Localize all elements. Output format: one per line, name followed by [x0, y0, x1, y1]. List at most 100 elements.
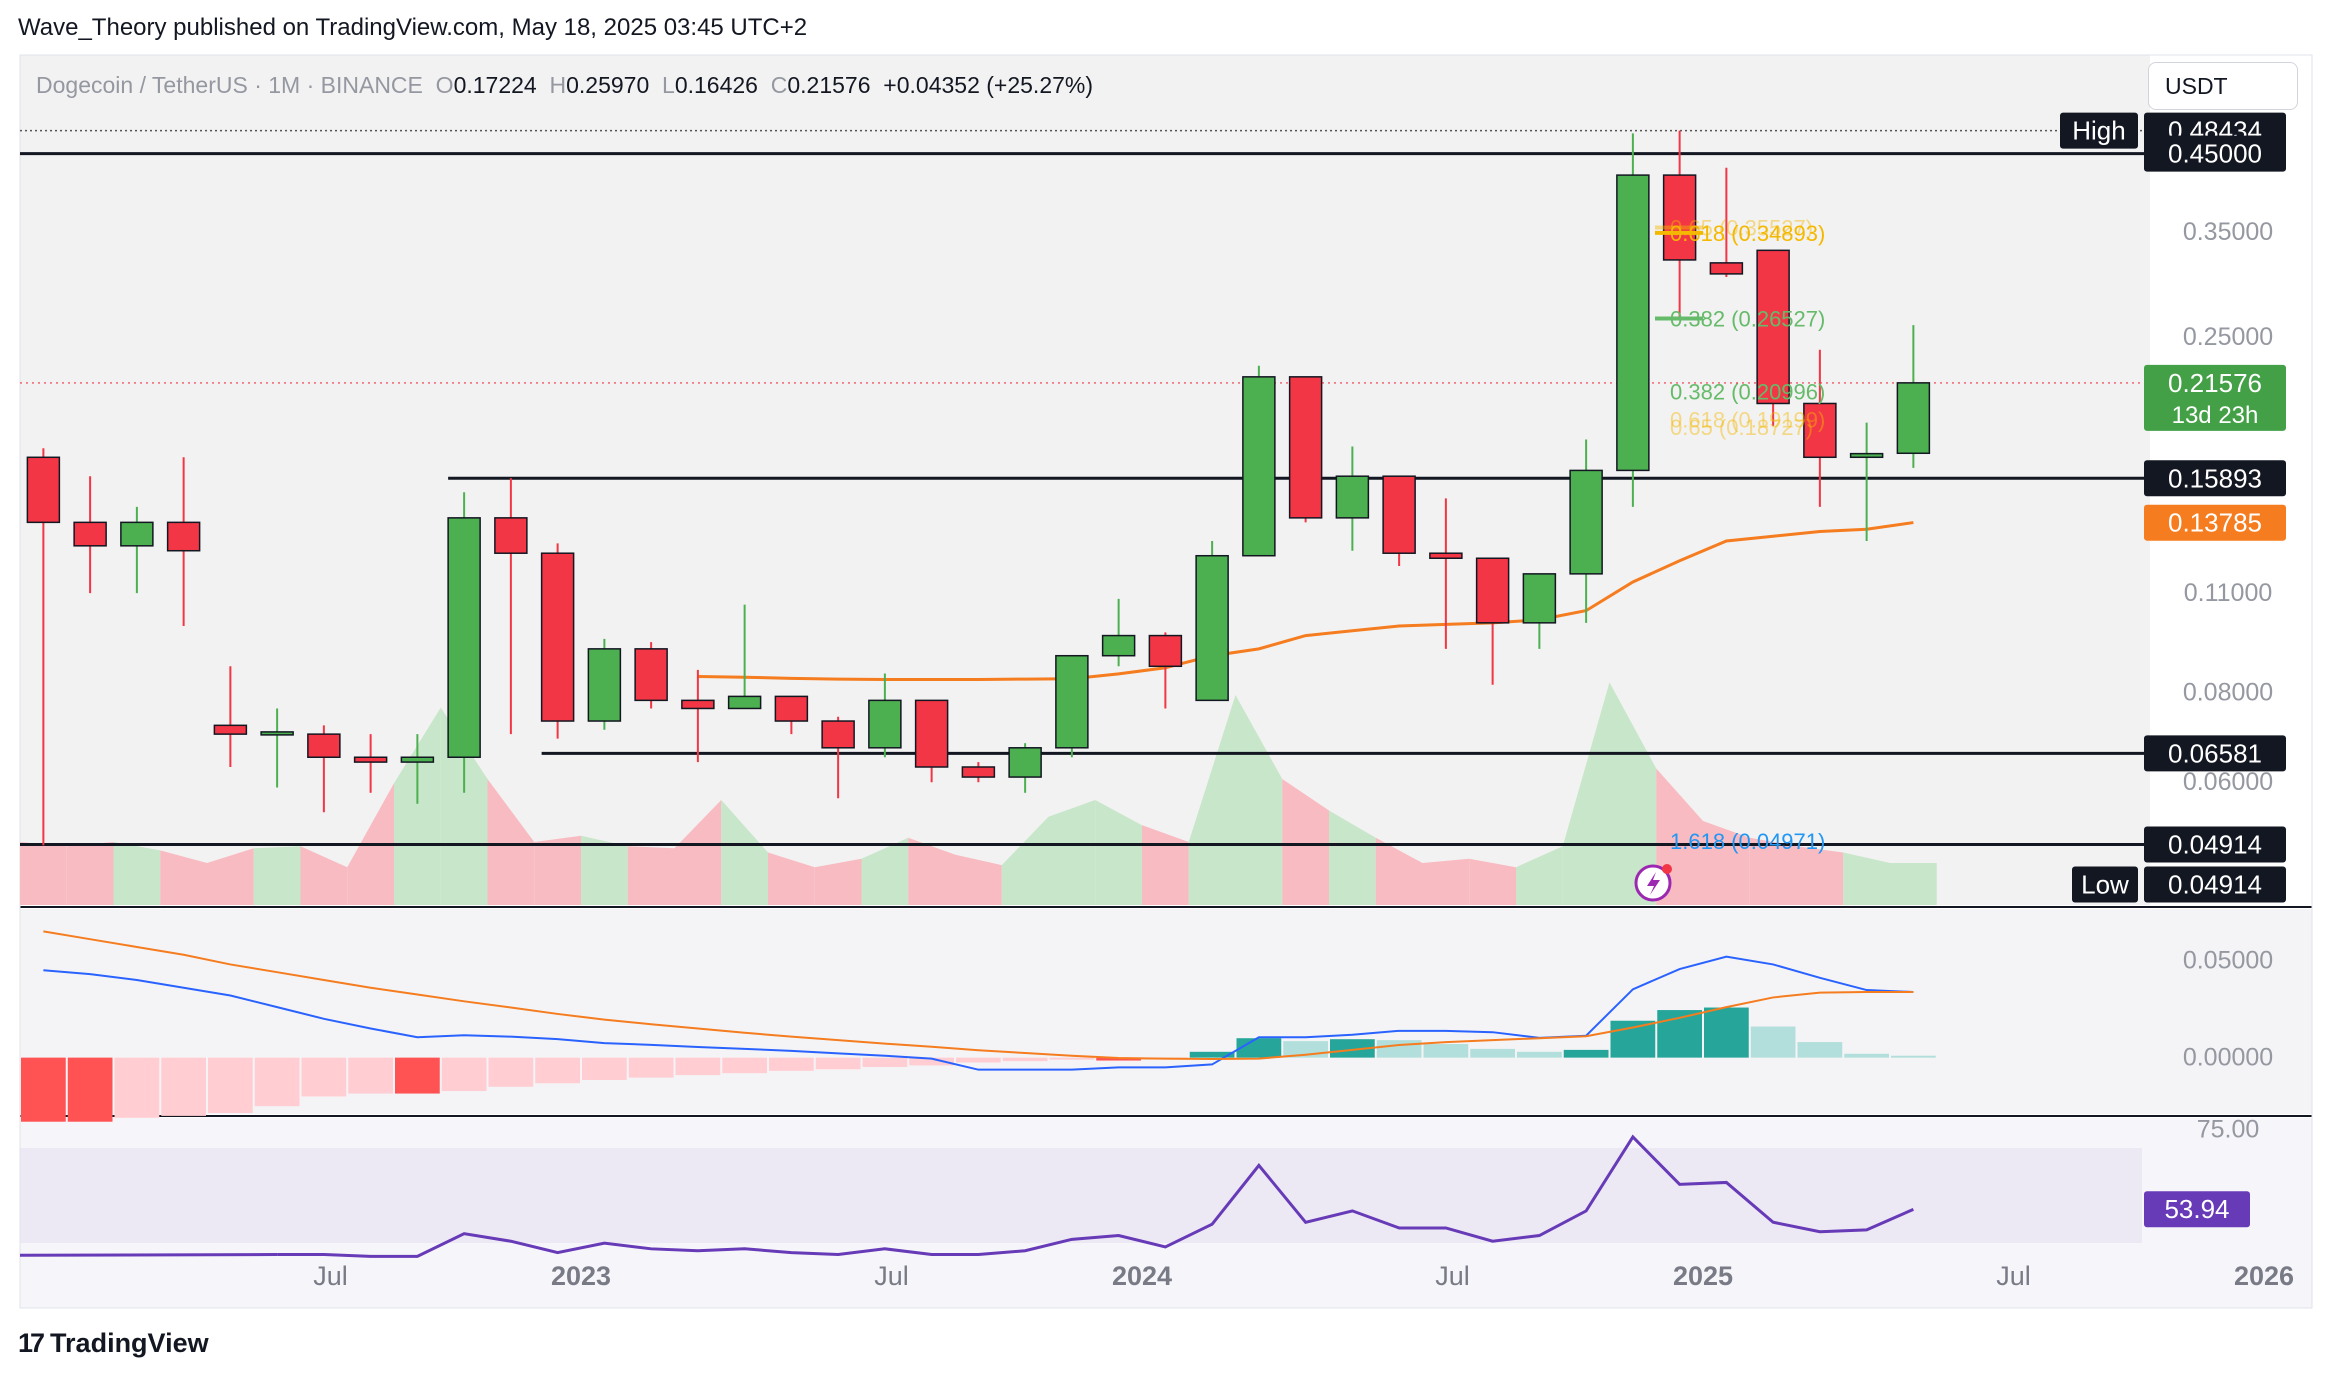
volume-area-segment: [113, 842, 161, 905]
candle-body[interactable]: [26, 456, 61, 524]
macd-histogram-bar: [1330, 1039, 1375, 1058]
ohlc-legend: Dogecoin / TetherUS · 1M · BINANCE O0.17…: [36, 72, 1093, 99]
level-price-badge-bg: [2144, 826, 2286, 863]
macd-histogram-bar: [1563, 1049, 1609, 1058]
candle-body[interactable]: [1475, 557, 1510, 624]
rsi-line[interactable]: [277, 1134, 1914, 1258]
macd-histogram-bar: [769, 1057, 814, 1071]
macd-histogram-bar: [535, 1057, 580, 1084]
candle-body[interactable]: [1382, 475, 1416, 554]
candle-body[interactable]: [634, 648, 668, 702]
last-price-badge-bg: [2144, 364, 2286, 431]
macd-histogram-bar: [862, 1057, 908, 1067]
volume-area-segment: [1703, 821, 1750, 905]
level-price-badge: 0.06581: [2168, 738, 2262, 768]
candle-body[interactable]: [1288, 376, 1323, 519]
candle-body[interactable]: [1849, 452, 1884, 459]
candle-body[interactable]: [447, 517, 481, 758]
candle-body[interactable]: [1709, 262, 1744, 275]
candle-body[interactable]: [1662, 174, 1697, 261]
volume-area-segment: [1843, 852, 1890, 905]
tradingview-logo[interactable]: 17 TradingView: [18, 1328, 209, 1359]
volume-area-segment: [1890, 863, 1937, 905]
ema-price-badge-bg: [2144, 504, 2286, 541]
rsi-axis-tick: 75.00: [2197, 1115, 2260, 1143]
volume-area-segment: [1562, 682, 1610, 905]
candle-body[interactable]: [681, 699, 715, 710]
candle-body[interactable]: [1569, 469, 1603, 575]
candle-body[interactable]: [400, 756, 435, 763]
volume-area-segment: [1749, 837, 1797, 905]
candle-body[interactable]: [1803, 402, 1837, 459]
candle-body[interactable]: [868, 699, 902, 749]
macd-histogram-bar: [395, 1057, 440, 1094]
candle-body[interactable]: [1616, 174, 1650, 472]
macd-signal-line[interactable]: [43, 930, 1914, 1060]
candle-body[interactable]: [1242, 376, 1276, 557]
macd-histogram-bar: [1517, 1051, 1562, 1058]
candle-body[interactable]: [1101, 634, 1136, 657]
volume-area-segment: [1796, 846, 1844, 905]
macd-histogram-bar: [1704, 1007, 1749, 1058]
candle-body[interactable]: [1195, 554, 1229, 702]
candle-body[interactable]: [1148, 634, 1183, 668]
currency-button[interactable]: USDT: [2148, 62, 2298, 110]
candle-body[interactable]: [166, 521, 201, 552]
macd-histogram-bar: [441, 1057, 487, 1092]
candle-body[interactable]: [1429, 552, 1463, 560]
candle-body[interactable]: [353, 756, 388, 763]
candle-body[interactable]: [540, 552, 575, 722]
volume-area-segment: [1235, 695, 1283, 905]
volume-area-segment: [160, 850, 207, 905]
candle-body[interactable]: [821, 720, 855, 749]
symbol-label[interactable]: Dogecoin / TetherUS · 1M · BINANCE: [36, 72, 423, 98]
time-axis-tick: Jul: [313, 1261, 348, 1291]
candle-body[interactable]: [1335, 475, 1370, 519]
candle-body[interactable]: [1522, 573, 1557, 624]
volume-area-segment: [1516, 846, 1563, 905]
high-label: H: [549, 72, 567, 98]
time-axis-tick: 2023: [551, 1261, 611, 1291]
fib-level-label: 0.618 (0.19199): [1670, 407, 1825, 432]
level-price-badge-bg: [2144, 135, 2286, 172]
price-axis-tick: 0.08000: [2183, 678, 2273, 706]
candle-body[interactable]: [1896, 382, 1931, 455]
tradingview-brand: TradingView: [50, 1328, 209, 1358]
low-price-badge: 0.04914: [2168, 870, 2262, 900]
high-tag-bg: [2060, 112, 2138, 149]
macd-histogram-bar: [1891, 1055, 1936, 1058]
close-value: 0.21576: [787, 72, 871, 98]
fib-level-label: 0.618 (0.34893): [1670, 221, 1825, 246]
candle-body[interactable]: [1055, 654, 1089, 749]
candle-body[interactable]: [587, 648, 622, 722]
candle-body[interactable]: [73, 521, 107, 547]
macd-histogram-bar: [1189, 1051, 1235, 1058]
level-price-badge-bg: [2144, 460, 2286, 497]
candle-body[interactable]: [1008, 747, 1042, 778]
ema-line[interactable]: [697, 521, 1914, 681]
volume-area-segment: [768, 852, 815, 905]
candle-body[interactable]: [1756, 249, 1790, 405]
open-label: O: [435, 72, 454, 98]
volume-area-segment: [581, 835, 628, 905]
macd-histogram-bar: [114, 1057, 160, 1118]
candle-body[interactable]: [213, 724, 248, 735]
price-pane-bg: [20, 55, 2150, 905]
macd-line[interactable]: [43, 955, 1914, 1071]
alert-icon[interactable]: [1634, 864, 1672, 902]
candle-body[interactable]: [307, 733, 341, 758]
macd-axis-tick: 0.00000: [2183, 1044, 2273, 1072]
macd-histogram-bar: [1470, 1048, 1515, 1058]
candle-body[interactable]: [260, 731, 294, 736]
candle-body[interactable]: [120, 521, 154, 547]
time-axis-tick: Jul: [1996, 1261, 2031, 1291]
macd-histogram-bar: [1750, 1026, 1796, 1058]
macd-axis-tick: 0.05000: [2183, 947, 2273, 975]
candle-body[interactable]: [727, 695, 762, 710]
macd-histogram-bar: [1002, 1057, 1048, 1062]
candle-body[interactable]: [774, 695, 809, 722]
candle-body[interactable]: [494, 517, 528, 554]
candle-body[interactable]: [914, 699, 949, 768]
candle-body[interactable]: [961, 766, 996, 778]
